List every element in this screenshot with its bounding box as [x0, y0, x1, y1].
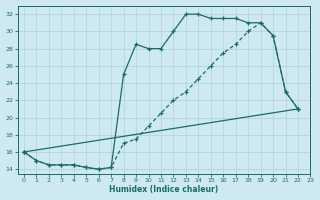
- X-axis label: Humidex (Indice chaleur): Humidex (Indice chaleur): [109, 185, 219, 194]
